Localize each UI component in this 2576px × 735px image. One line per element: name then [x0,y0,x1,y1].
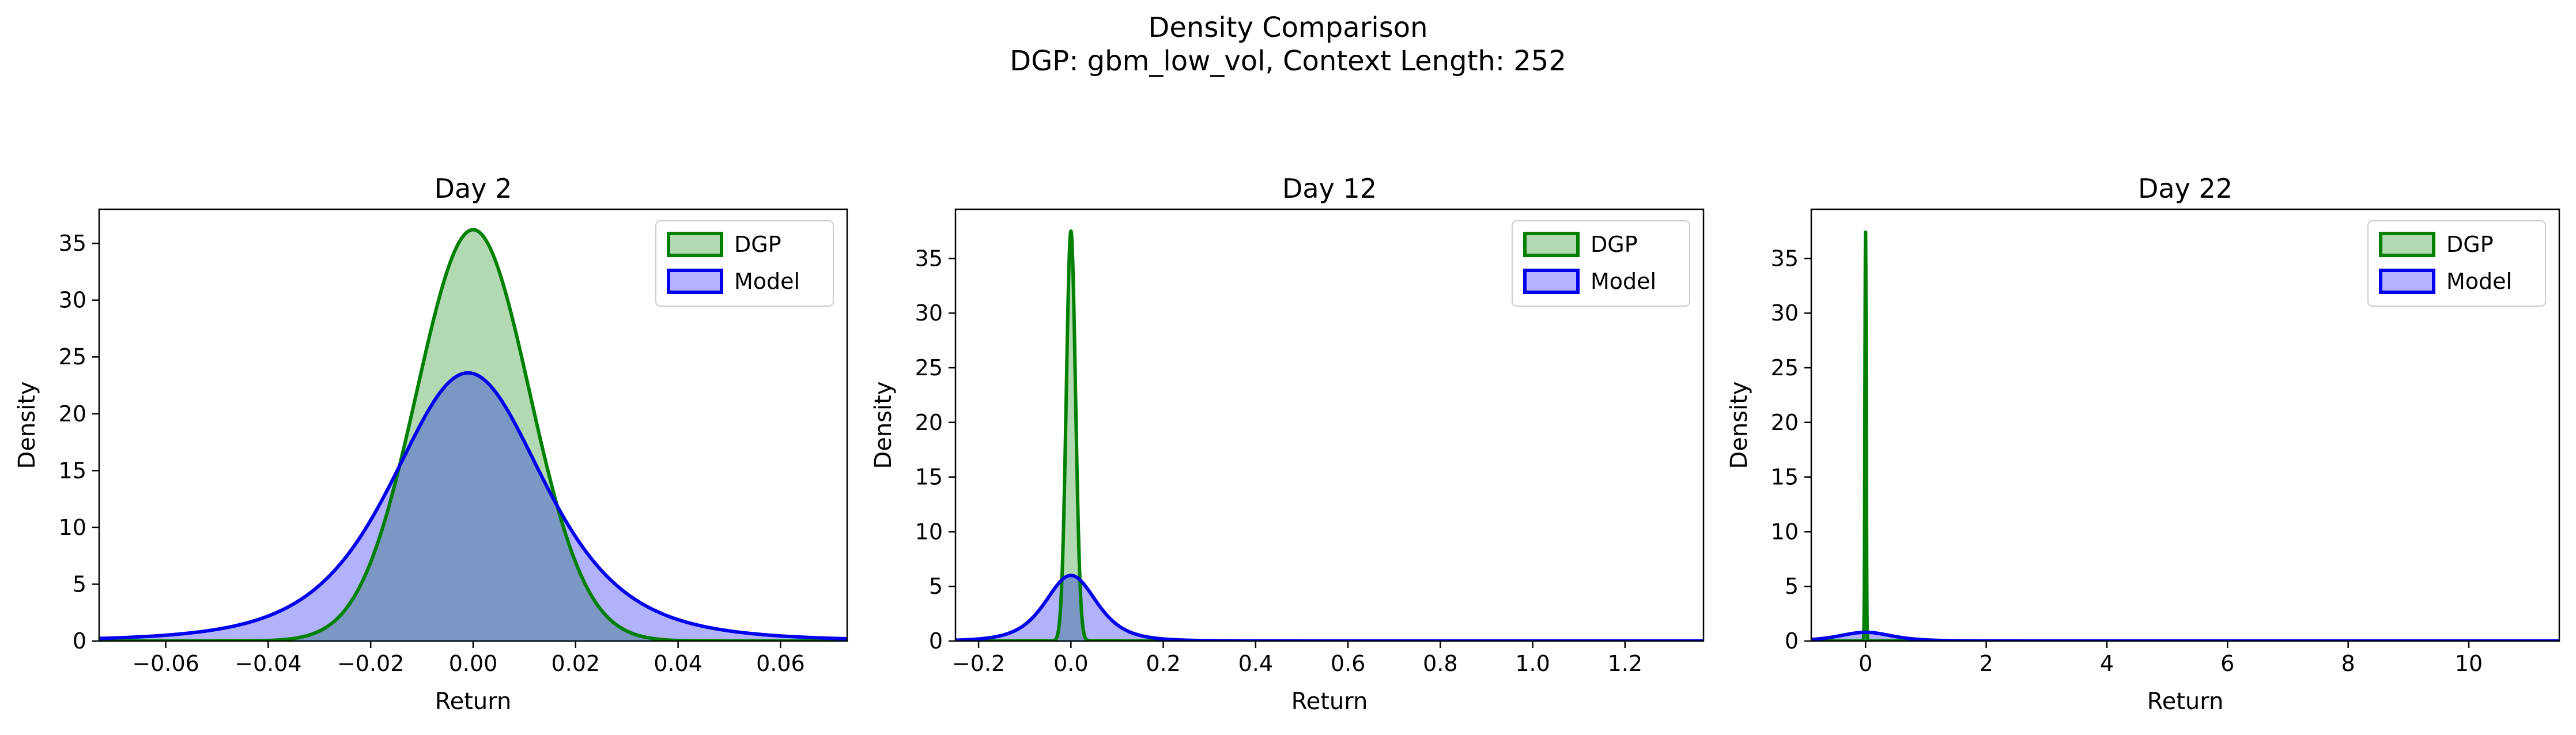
y-tick-label: 20 [915,410,943,435]
y-tick-label: 10 [915,519,943,544]
y-tick-label: 25 [59,344,86,370]
y-tick-label: 0 [73,628,86,654]
legend-model-swatch [667,269,723,294]
x-tick-label: 0.06 [756,651,805,676]
y-tick-label: 35 [59,231,86,256]
model-density-line [1811,630,2559,641]
y-tick-label: 30 [1771,300,1799,326]
legend-model-swatch [1523,269,1580,294]
y-tick-label: 35 [915,246,943,271]
x-tick-label: −0.2 [952,651,1005,676]
legend: DGP Model [655,220,834,307]
y-axis-label: Density [870,381,897,469]
legend-model-swatch [2379,269,2435,294]
axes-frame [954,208,1705,642]
x-tick-label: 0 [1859,651,1872,676]
y-tick-label: 30 [59,288,86,313]
legend-dgp-label: DGP [2446,232,2494,257]
panel-title: Day 2 [435,173,512,204]
y-tick-label: 0 [929,628,943,654]
y-tick-label: 25 [915,355,943,380]
x-tick-label: 0.4 [1238,651,1273,676]
x-axis-label: Return [435,688,512,715]
x-tick-label: 4 [2100,651,2114,676]
y-tick-label: 15 [59,458,86,483]
panel-3: Day 22 0 2 4 6 8 10 0 5 10 15 20 25 30 35 Return Density… [1726,173,2560,715]
figure-subtitle: DGP: gbm_low_vol, Context Length: 252 [1010,45,1566,77]
x-tick-label: 1.0 [1515,651,1550,676]
x-tick-label: 8 [2341,651,2355,676]
legend-model-label: Model [1591,269,1656,294]
legend-model-label: Model [2446,269,2512,294]
model-density-fill [955,575,1704,641]
x-axis-label: Return [1291,688,1368,715]
x-tick-label: −0.04 [235,651,301,676]
x-tick-label: 0.2 [1146,651,1180,676]
panels: Day 2−0.06 −0.04 −0.02 0.00 0.02 0.04 0.060510… [14,173,2560,715]
x-axis-label: Return [2147,688,2224,715]
panel-1: Day 2 −0.06 −0.04 −0.02 0.00 0.02 0.04 0.06 0 5 10… [14,173,848,715]
y-tick-label: 10 [59,515,86,540]
y-tick-label: 5 [929,574,943,599]
y-tick-label: 20 [1771,410,1799,435]
x-tick-label: 0.04 [654,651,702,676]
x-tick-label: 2 [1979,651,1993,676]
y-tick-label: 0 [1785,628,1799,654]
y-tick-label: 30 [915,300,943,326]
x-tick-label: 0.6 [1331,651,1365,676]
x-tick-label: 1.2 [1608,651,1642,676]
y-tick-label: 20 [59,401,86,427]
legend-dgp-swatch [1523,232,1580,257]
x-tick-label: −0.02 [337,651,404,676]
panel-2: Day 12 −0.2 0.0 0.2 0.4 0.6 0.8 1.0 1.2 0 5 10 15 20 2… [870,173,1705,715]
legend: DGP Model [2367,220,2546,307]
x-tick-label: 10 [2455,651,2483,676]
dgp-density-line [1811,231,2559,641]
legend-model-label: Model [734,269,800,294]
y-tick-label: 25 [1771,355,1799,380]
y-axis-label: Density [14,381,40,469]
figure-title: Density Comparison [1148,12,1427,44]
y-tick-label: 10 [1771,519,1799,544]
y-axis-label: Density [1726,381,1752,469]
panel-title: Day 22 [2138,173,2233,204]
y-tick-label: 15 [1771,465,1799,490]
legend-dgp-label: DGP [734,232,781,257]
y-tick-label: 35 [1771,246,1799,271]
x-tick-label: 0.0 [1053,651,1088,676]
model-density-line [99,371,847,640]
legend-dgp-swatch [2379,232,2435,257]
panel-title: Day 12 [1282,173,1377,204]
legend-dgp-swatch [667,232,723,257]
legend-dgp-label: DGP [1591,232,1638,257]
axes-frame [1810,208,2560,642]
y-tick-label: 15 [915,465,943,490]
dgp-density-fill [99,229,847,641]
y-tick-label: 5 [73,571,86,597]
plot-area [1811,231,2559,641]
x-tick-label: −0.06 [132,651,199,676]
model-density-fill [99,372,847,641]
x-tick-label: 6 [2220,651,2234,676]
x-tick-label: 0.8 [1423,651,1457,676]
y-tick-label: 5 [1785,574,1799,599]
dgp-density-line [955,229,1704,641]
legend: DGP Model [1512,220,1690,307]
x-tick-label: 0.02 [552,651,600,676]
x-tick-label: 0.00 [449,651,498,676]
